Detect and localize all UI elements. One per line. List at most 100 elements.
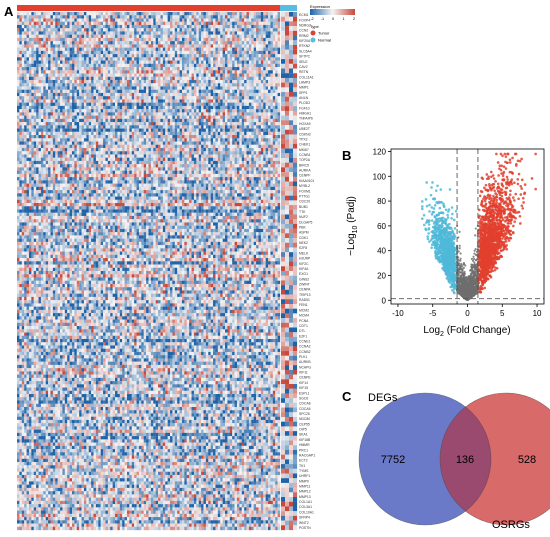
gene-label: OIP5: [299, 428, 307, 432]
gene-label: BIRC5: [299, 163, 309, 167]
legend-tick: -2: [310, 17, 313, 21]
gene-label: NEK2: [299, 241, 308, 245]
gene-label: DLGAP5: [299, 220, 312, 224]
gene-label: MCM4: [299, 314, 309, 318]
gene-label: PTTG1: [299, 194, 310, 198]
gene-label: ESPL1: [299, 391, 310, 395]
venn-count-osrgs-only: 528: [518, 454, 536, 466]
gene-label: MELK: [299, 251, 309, 255]
gene-label: HMMR: [299, 443, 310, 447]
gene-label: COL11A1: [299, 75, 314, 79]
gene-label: SLC6A4: [299, 49, 312, 53]
gene-label: MMP1: [299, 86, 309, 90]
gene-label: RETN: [299, 70, 309, 74]
gene-label: HOXA9: [299, 122, 311, 126]
gene-label: DTL: [299, 329, 306, 333]
gene-label: ZWINT: [299, 283, 310, 287]
gene-label: MKI67: [299, 148, 309, 152]
gene-label: COL10A1: [299, 510, 314, 514]
gene-label: NDC80: [299, 417, 310, 421]
gene-label: MMP11: [299, 485, 311, 489]
gene-label: SPC25: [299, 412, 310, 416]
gene-label: MMP12: [299, 490, 311, 494]
panel-label-b: B: [342, 148, 351, 163]
legend-tick: 0: [332, 17, 334, 21]
gene-label: UBE2T: [299, 127, 310, 131]
gene-label: KIF4A: [299, 267, 309, 271]
gene-label: MYBL2: [299, 184, 310, 188]
gene-label: MMP13: [299, 495, 311, 499]
gene-label: KIF14: [299, 381, 308, 385]
gene-label: CCNB2: [299, 350, 311, 354]
venn-count-intersection: 136: [456, 454, 474, 466]
gene-label: RACGAP1: [299, 453, 315, 457]
gene-label: CHEK1: [299, 143, 310, 147]
legend-tumor-dot: [310, 30, 316, 36]
gene-label: CDCA5: [299, 407, 311, 411]
gene-label: SKA1: [299, 433, 308, 437]
gene-label: RAD51: [299, 298, 310, 302]
gene-label: WNT2: [299, 521, 309, 525]
legend-tick: -1: [321, 17, 324, 21]
gene-label: ASPM: [299, 231, 309, 235]
gene-label: ANLN: [299, 96, 309, 100]
gene-label: E2F8: [299, 246, 307, 250]
gene-label: CENPE: [299, 376, 311, 380]
gene-label: SPP1: [299, 91, 308, 95]
gene-label: KIF20A: [299, 39, 311, 43]
gene-label: CDKN3: [299, 132, 311, 136]
gene-label: SELE: [299, 60, 308, 64]
heatmap-legend: Expression -2 -1 0 1 2 Type Tumor Normal: [310, 4, 355, 43]
gene-label: CDK1: [299, 236, 308, 240]
gene-label: CCNA2: [299, 345, 311, 349]
expression-colorbar: [310, 9, 355, 15]
gene-label: CCNE1: [299, 339, 311, 343]
gene-label: FOXP4: [299, 18, 310, 22]
gene-label: MCM2: [299, 308, 309, 312]
gene-label: UHRF1: [299, 474, 310, 478]
gene-label: HJURP: [299, 257, 311, 261]
gene-label: EXO1: [299, 272, 308, 276]
gene-label: AURKB: [299, 360, 311, 364]
gene-label: NDRG2: [299, 24, 311, 28]
legend-normal-label: Normal: [318, 38, 331, 43]
gene-label: TOP2A: [299, 158, 311, 162]
gene-label: PLOD2: [299, 101, 310, 105]
gene-label: RTKN2: [299, 44, 310, 48]
gene-label: PBK: [299, 226, 307, 230]
gene-label: ECT2: [299, 459, 308, 463]
gene-label: MMP9: [299, 479, 309, 483]
normal-group-bar: [280, 5, 297, 11]
gene-label: KIF11: [299, 371, 308, 375]
gene-label: KIF18B: [299, 438, 311, 442]
gene-label: ECM1: [299, 13, 309, 17]
venn-label-degs: DEGs: [368, 392, 398, 404]
gene-label: COL3A1: [299, 505, 312, 509]
gene-label: PLK1: [299, 355, 307, 359]
gene-label: SGO2: [299, 396, 309, 400]
legend-type-title: Type: [310, 24, 319, 29]
legend-tumor-label: Tumor: [318, 31, 330, 36]
gene-label: PRC1: [299, 448, 308, 452]
gene-label: TYMS: [299, 469, 309, 473]
gene-label: NCAPG: [299, 365, 311, 369]
gene-label: FOXM1: [299, 189, 311, 193]
gene-label: TTK: [299, 210, 306, 214]
gene-label: TPX2: [299, 137, 308, 141]
gene-label: AURKA: [299, 169, 311, 173]
gene-label: RRM2: [299, 34, 309, 38]
gene-label: KIAA0101: [299, 179, 314, 183]
gene-label: CEP55: [299, 422, 310, 426]
gene-label: COL1A1: [299, 500, 312, 504]
legend-expression-title: Expression: [310, 4, 330, 9]
gene-label: E2F1: [299, 334, 307, 338]
gene-label: PCNA: [299, 319, 309, 323]
gene-label: CDT1: [299, 324, 308, 328]
gene-label: TK1: [299, 464, 305, 468]
legend-tick: 2: [353, 17, 355, 21]
gene-label: CAV2: [299, 65, 308, 69]
gene-label: SFRP4: [299, 516, 310, 520]
